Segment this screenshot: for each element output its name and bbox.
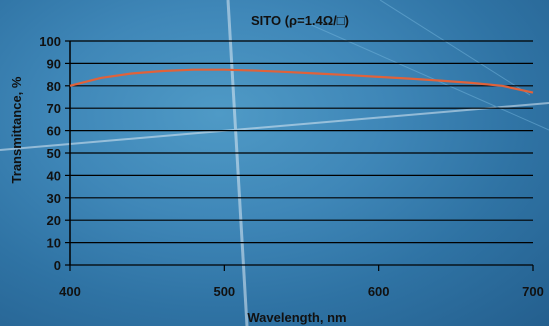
x-tick-label: 700 — [522, 284, 544, 299]
x-tick-labels: 400 500 600 700 — [59, 284, 544, 299]
y-tick-label: 100 — [39, 34, 61, 49]
y-tick-label: 60 — [47, 124, 61, 139]
y-tick-label: 40 — [47, 168, 61, 183]
y-axis-title: Transmittance, % — [9, 76, 24, 183]
y-tick-label: 50 — [47, 146, 61, 161]
y-tick-label: 20 — [47, 213, 61, 228]
y-tick-label: 70 — [47, 101, 61, 116]
x-axis-title: Wavelength, nm — [247, 310, 346, 325]
y-tick-label: 10 — [47, 236, 61, 251]
y-tick-label: 30 — [47, 191, 61, 206]
y-tick-label: 0 — [54, 258, 61, 273]
y-tick-labels: 0 10 20 30 40 50 60 70 80 90 100 — [39, 34, 61, 273]
plot-area — [69, 68, 534, 94]
y-tick-label: 80 — [47, 79, 61, 94]
chart-title: SITO (ρ=1.4Ω/□) — [251, 13, 349, 28]
y-tick-label: 90 — [47, 56, 61, 71]
x-tick-label: 500 — [213, 284, 235, 299]
x-tick-label: 400 — [59, 284, 81, 299]
gridlines — [65, 40, 534, 271]
series-line-0 — [69, 68, 534, 94]
x-tick-label: 600 — [368, 284, 390, 299]
